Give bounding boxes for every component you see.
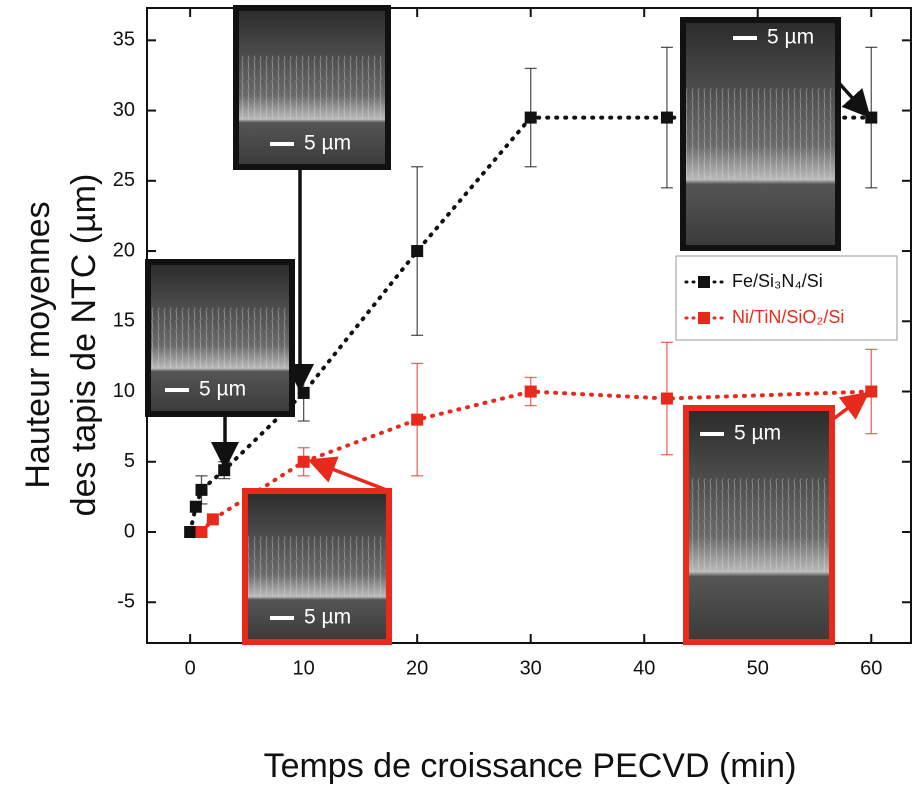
x-tick-label: 40	[633, 657, 655, 679]
y-tick-label: 25	[113, 169, 135, 191]
scale-label: 5 µm	[767, 26, 814, 49]
x-tick-label: 20	[406, 657, 428, 679]
data-point	[411, 245, 424, 258]
legend-label: Ni/TiN/SiO₂/Si	[732, 307, 844, 327]
data-point	[195, 526, 208, 539]
arrow	[307, 456, 390, 493]
y-tick-label: 5	[124, 450, 135, 472]
legend-box	[675, 255, 898, 341]
data-point	[195, 483, 208, 496]
data-point	[524, 111, 537, 124]
scale-label: 5 µm	[304, 132, 351, 155]
legend-marker	[698, 276, 710, 288]
y-axis-title: Hauteur moyennes	[19, 201, 57, 488]
data-point	[660, 392, 673, 405]
x-tick-label: 60	[860, 657, 882, 679]
x-tick-label: 30	[520, 657, 542, 679]
sem-texture	[689, 478, 829, 572]
y-tick-label: -5	[117, 591, 135, 613]
sem-texture	[686, 88, 835, 180]
x-tick-label: 0	[185, 657, 196, 679]
y-tick-label: 15	[113, 310, 135, 332]
y-axis-title: des tapis de NTC (µm)	[65, 174, 103, 517]
y-tick-label: 30	[113, 99, 135, 121]
y-tick-label: 20	[113, 239, 135, 261]
x-axis-title: Temps de croissance PECVD (min)	[264, 747, 797, 785]
data-point	[184, 526, 197, 539]
data-point	[206, 513, 219, 526]
data-point	[865, 111, 878, 124]
scale-label: 5 µm	[734, 422, 781, 445]
sem-texture	[248, 536, 386, 597]
data-point	[297, 455, 310, 468]
y-tick-label: 10	[113, 380, 135, 402]
legend-label: Fe/Si₃N₄/Si	[732, 271, 823, 291]
arrow	[836, 80, 871, 119]
scale-label: 5 µm	[199, 378, 246, 401]
y-tick-label: 0	[124, 520, 135, 542]
arrow	[830, 391, 870, 422]
y-tick-label: 35	[113, 29, 135, 51]
series-line	[188, 115, 874, 535]
data-point	[524, 385, 537, 398]
legend-marker	[698, 312, 710, 324]
data-point	[218, 464, 231, 477]
x-tick-label: 10	[293, 657, 315, 679]
x-tick-label: 50	[747, 657, 769, 679]
data-point	[865, 385, 878, 398]
scale-label: 5 µm	[304, 606, 351, 629]
data-point	[411, 413, 424, 426]
sem-texture	[239, 55, 385, 120]
data-point	[297, 386, 310, 399]
sem-texture	[151, 307, 289, 369]
data-point	[660, 111, 673, 124]
data-point	[189, 500, 202, 513]
